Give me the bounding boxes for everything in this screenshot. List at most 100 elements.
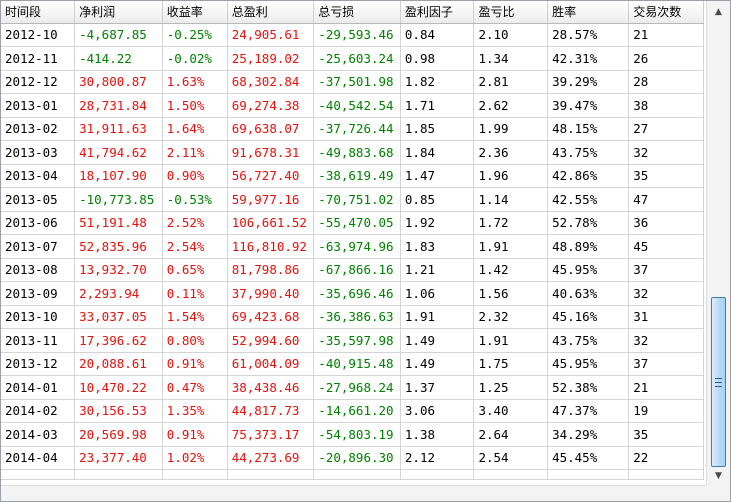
cell-profit-factor[interactable]: 1.37 (400, 375, 475, 400)
column-header-net-profit[interactable]: 净利润 (74, 1, 163, 24)
cell-return-rate[interactable]: 0.91% (162, 352, 228, 376)
cell-pl-ratio[interactable]: 1.72 (473, 211, 549, 235)
cell-win-rate[interactable]: 43.75% (547, 140, 630, 165)
cell-total-profit[interactable]: 106,661.52 (227, 211, 315, 235)
table-row[interactable]: 2013-02 31,911.63 1.64% 69,638.07 -37,726.44… (1, 117, 704, 141)
table-row[interactable]: 2014-02 30,156.53 1.35% 44,817.73 -14,661.20… (1, 399, 704, 423)
cell-net-profit[interactable]: 30,156.53 (74, 399, 163, 423)
cell-profit-factor[interactable]: 2.12 (400, 446, 475, 470)
cell-total-loss[interactable]: -29,593.46 (313, 23, 401, 47)
column-header-return-rate[interactable]: 收益率 (162, 1, 228, 24)
cell-total-profit[interactable]: 69,638.07 (227, 117, 315, 141)
cell-trades[interactable]: 47 (628, 187, 704, 212)
table-row[interactable]: 2012-12 30,800.87 1.63% 68,302.84 -37,501.98… (1, 70, 704, 94)
cell-net-profit[interactable]: 20,569.98 (74, 422, 163, 447)
cell-total-loss[interactable]: -38,619.49 (313, 164, 401, 188)
cell-total-profit[interactable]: 69,423.68 (227, 305, 315, 329)
cell-net-profit[interactable]: 30,800.87 (74, 70, 163, 94)
cell-pl-ratio[interactable]: 1.34 (473, 46, 549, 71)
cell-return-rate[interactable]: 1.54% (162, 305, 228, 329)
cell-trades[interactable]: 32 (628, 140, 704, 165)
cell-trades[interactable]: 35 (628, 422, 704, 447)
cell-return-rate[interactable]: 2.52% (162, 211, 228, 235)
cell-trades[interactable]: 37 (628, 258, 704, 282)
cell-trades[interactable]: 32 (628, 281, 704, 306)
cell-total-loss[interactable]: -36,386.63 (313, 305, 401, 329)
cell-profit-factor[interactable]: 1.38 (400, 422, 475, 447)
cell-profit-factor[interactable]: 1.82 (400, 70, 475, 94)
cell-return-rate[interactable]: -0.53% (162, 187, 228, 212)
cell-pl-ratio[interactable]: 2.36 (473, 140, 549, 165)
table-row[interactable]: 2013-12 20,088.61 0.91% 61,004.09 -40,915.48… (1, 352, 704, 376)
cell-trades[interactable]: 32 (628, 328, 704, 353)
cell-win-rate[interactable]: 39.47% (547, 93, 630, 118)
cell-net-profit[interactable]: 41,794.62 (74, 140, 163, 165)
cell-win-rate[interactable]: 39.29% (547, 70, 630, 94)
cell-return-rate[interactable]: 0.80% (162, 328, 228, 353)
cell-total-profit[interactable]: 44,817.73 (227, 399, 315, 423)
cell-total-profit[interactable]: 75,373.17 (227, 422, 315, 447)
cell-pl-ratio[interactable]: 2.32 (473, 305, 549, 329)
cell-net-profit[interactable]: -4,687.85 (74, 23, 163, 47)
table-row[interactable]: 2012-10 -4,687.85 -0.25% 24,905.61 -29,593.4… (1, 23, 704, 47)
cell-trades[interactable]: 21 (628, 23, 704, 47)
cell-pl-ratio[interactable]: 2.54 (473, 446, 549, 470)
cell-net-profit[interactable]: 31,911.63 (74, 117, 163, 141)
cell-pl-ratio[interactable]: 1.42 (473, 258, 549, 282)
cell-total-loss[interactable]: -25,603.24 (313, 46, 401, 71)
cell-trades[interactable]: 38 (628, 93, 704, 118)
cell-total-loss[interactable]: -27,968.24 (313, 375, 401, 400)
cell-total-loss[interactable]: -40,542.54 (313, 93, 401, 118)
cell-period[interactable]: 2013-07 (1, 234, 76, 259)
cell-pl-ratio[interactable]: 1.14 (473, 187, 549, 212)
cell-return-rate[interactable]: 0.90% (162, 164, 228, 188)
cell-win-rate[interactable]: 45.45% (547, 446, 630, 470)
cell-return-rate[interactable]: 1.02% (162, 446, 228, 470)
table-row[interactable]: 2013-01 28,731.84 1.50% 69,274.38 -40,542.54… (1, 93, 704, 118)
cell-total-profit[interactable]: 25,189.02 (227, 46, 315, 71)
cell-net-profit[interactable]: 52,835.96 (74, 234, 163, 259)
horizontal-scrollbar[interactable] (1, 485, 708, 501)
cell-trades[interactable]: 26 (628, 46, 704, 71)
cell-total-profit[interactable]: 52,994.60 (227, 328, 315, 353)
cell-trades[interactable]: 36 (628, 211, 704, 235)
cell-total-loss[interactable]: -37,726.44 (313, 117, 401, 141)
cell-period[interactable]: 2013-03 (1, 140, 76, 165)
cell-profit-factor[interactable]: 3.06 (400, 399, 475, 423)
column-header-win-rate[interactable]: 胜率 (547, 1, 630, 24)
cell-win-rate[interactable]: 42.31% (547, 46, 630, 71)
column-header-trades[interactable]: 交易次数 (628, 1, 704, 24)
cell-profit-factor[interactable]: 1.06 (400, 281, 475, 306)
table-row[interactable]: 2013-08 13,932.70 0.65% 81,798.86 -67,866.16… (1, 258, 704, 282)
scrollbar-thumb[interactable] (711, 297, 726, 467)
cell-win-rate[interactable]: 48.15% (547, 117, 630, 141)
table-row[interactable]: 2014-01 10,470.22 0.47% 38,438.46 -27,968.24… (1, 375, 704, 400)
table-row[interactable]: 2013-11 17,396.62 0.80% 52,994.60 -35,597.98… (1, 328, 704, 353)
cell-net-profit[interactable]: 2,293.94 (74, 281, 163, 306)
cell-win-rate[interactable]: 52.78% (547, 211, 630, 235)
cell-win-rate[interactable]: 45.95% (547, 258, 630, 282)
cell-trades[interactable]: 35 (628, 164, 704, 188)
column-header-total-loss[interactable]: 总亏损 (313, 1, 401, 24)
cell-profit-factor[interactable]: 1.83 (400, 234, 475, 259)
cell-return-rate[interactable]: 1.64% (162, 117, 228, 141)
cell-win-rate[interactable]: 47.37% (547, 399, 630, 423)
cell-pl-ratio[interactable]: 2.62 (473, 93, 549, 118)
cell-trades[interactable]: 27 (628, 117, 704, 141)
cell-win-rate[interactable]: 45.95% (547, 352, 630, 376)
cell-period[interactable]: 2013-08 (1, 258, 76, 282)
cell-return-rate[interactable]: 2.54% (162, 234, 228, 259)
vertical-scrollbar[interactable]: ▲ ▼ (706, 1, 730, 486)
cell-net-profit[interactable]: 33,037.05 (74, 305, 163, 329)
column-header-pl-ratio[interactable]: 盈亏比 (473, 1, 549, 24)
cell-profit-factor[interactable]: 1.49 (400, 328, 475, 353)
cell-pl-ratio[interactable]: 1.25 (473, 375, 549, 400)
cell-period[interactable]: 2013-02 (1, 117, 76, 141)
cell-trades[interactable]: 28 (628, 70, 704, 94)
cell-period[interactable]: 2013-01 (1, 93, 76, 118)
cell-return-rate[interactable]: 0.91% (162, 422, 228, 447)
cell-pl-ratio[interactable]: 1.75 (473, 352, 549, 376)
cell-pl-ratio[interactable]: 2.64 (473, 422, 549, 447)
cell-total-profit[interactable]: 56,727.40 (227, 164, 315, 188)
cell-trades[interactable]: 21 (628, 375, 704, 400)
